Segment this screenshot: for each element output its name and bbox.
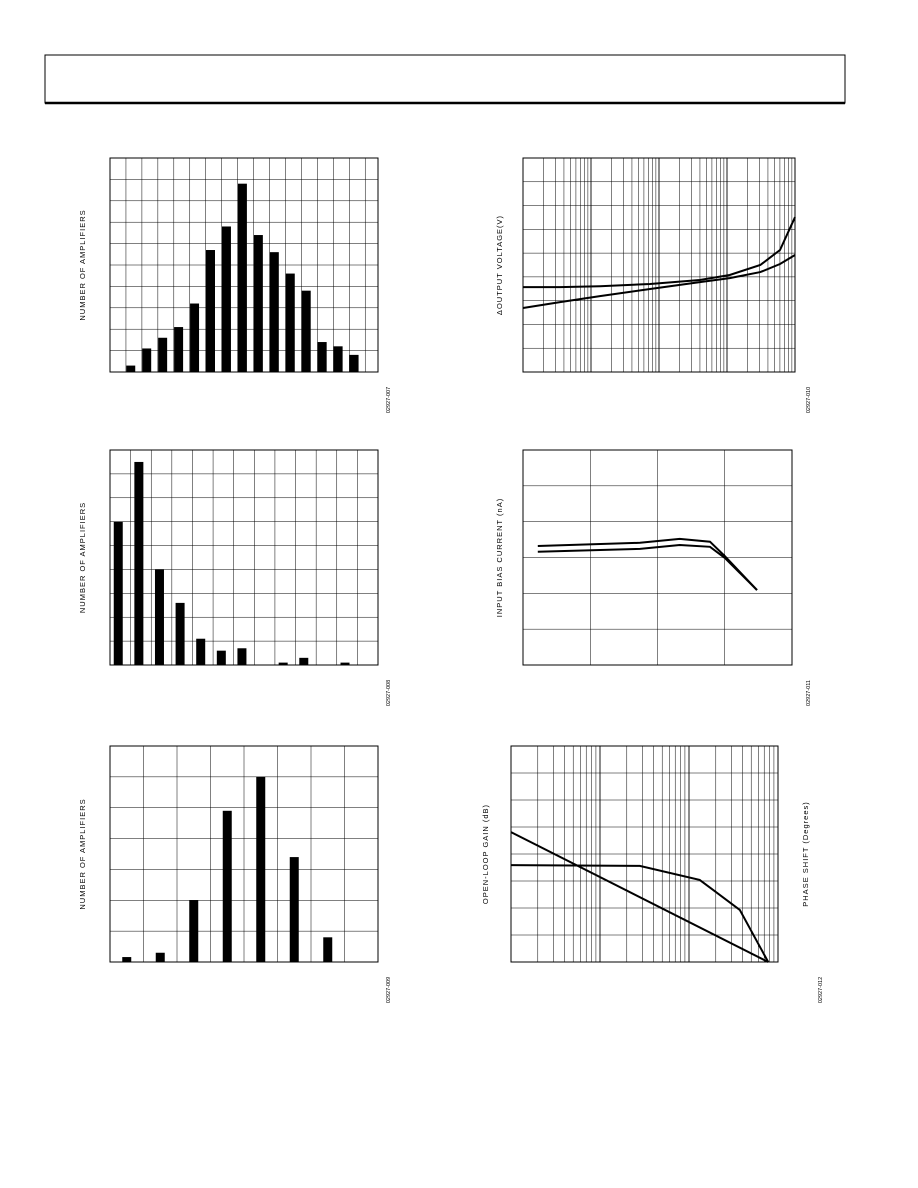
bar [253, 235, 263, 372]
bar [175, 602, 185, 665]
plot-frame [109, 449, 379, 666]
bar [237, 183, 247, 372]
plot-frame [522, 449, 793, 666]
bar [206, 250, 215, 372]
bar [340, 662, 350, 665]
figure-code: 02927-010 [806, 387, 812, 413]
y-axis-label: NUMBER OF AMPLIFIERS [78, 209, 87, 320]
y2-axis-label: PHASE SHIFT (Degrees) [801, 801, 810, 906]
bar [299, 657, 309, 665]
bar [237, 648, 247, 665]
figure-code: 02927-012 [818, 977, 824, 1003]
bar [122, 957, 132, 962]
plot-frame [109, 745, 379, 963]
bar [196, 638, 206, 665]
curve [510, 864, 770, 963]
curve [523, 216, 796, 289]
curve [537, 537, 758, 591]
bar [189, 900, 199, 962]
bar [221, 226, 231, 372]
bar [301, 290, 311, 372]
bar [113, 521, 123, 665]
y-axis-label: NUMBER OF AMPLIFIERS [78, 798, 87, 909]
bar [317, 342, 327, 372]
bar [158, 337, 168, 372]
bar [333, 346, 343, 372]
y-axis-label: INPUT BIAS CURRENT (nA) [495, 498, 504, 617]
bar [216, 650, 226, 665]
bar [256, 776, 266, 962]
figure-code: 02927-007 [386, 387, 392, 413]
bar [154, 569, 164, 665]
y-axis-label: ΔOUTPUT VOLTAGE(V) [495, 215, 504, 315]
bar [269, 252, 279, 372]
bar [134, 461, 144, 665]
figure-code: 02927-008 [386, 680, 392, 706]
bar [349, 354, 359, 372]
bar [155, 952, 165, 962]
bar [285, 273, 295, 372]
curve [522, 254, 796, 309]
y-axis-label: OPEN-LOOP GAIN (dB) [481, 804, 490, 904]
curve [510, 831, 769, 963]
plot-frame [109, 157, 379, 373]
y-axis-label: NUMBER OF AMPLIFIERS [78, 502, 87, 613]
bar [278, 662, 288, 665]
bar [174, 327, 184, 372]
curve [537, 543, 758, 591]
bar [126, 365, 136, 372]
figure-code: 02927-011 [806, 680, 812, 706]
figure-code: 02927-009 [386, 977, 392, 1003]
bar [323, 937, 333, 962]
plot-frame [510, 745, 779, 963]
header-box [44, 54, 846, 104]
plot-frame [522, 157, 796, 373]
bar [289, 857, 299, 962]
bar [142, 348, 152, 372]
bar [190, 303, 200, 372]
bar [222, 810, 232, 962]
